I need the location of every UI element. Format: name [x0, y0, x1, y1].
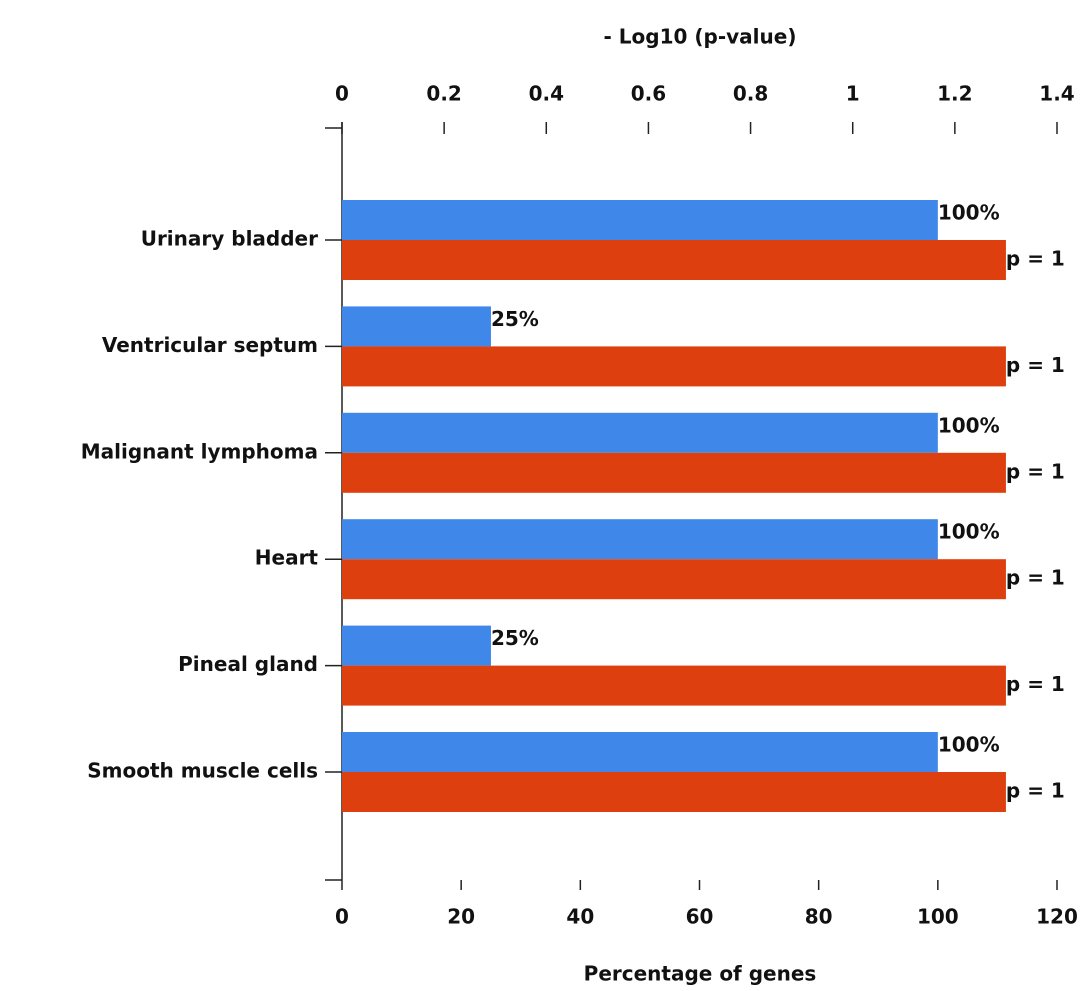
category-label: Smooth muscle cells: [87, 759, 318, 783]
value-label: 25%: [491, 626, 539, 650]
value-label: p = 1: [1006, 672, 1065, 696]
bar: [342, 346, 1006, 387]
value-label: p = 1: [1006, 566, 1065, 590]
value-label: p = 1: [1006, 353, 1065, 377]
top-tick-label: 0.2: [426, 82, 461, 106]
bar: [342, 412, 938, 453]
bottom-tick-label: 120: [1036, 905, 1078, 929]
bar: [342, 306, 491, 347]
top-tick-label: 1.2: [937, 82, 972, 106]
top-tick-label: 0: [335, 82, 349, 106]
bar: [342, 240, 1006, 280]
bottom-tick-label: 20: [447, 905, 475, 929]
bar: [342, 625, 491, 666]
value-label: p = 1: [1006, 459, 1065, 483]
bottom-axis-title: Percentage of genes: [584, 962, 817, 986]
value-label: p = 1: [1006, 779, 1065, 803]
value-label: 25%: [491, 307, 539, 331]
bottom-tick-label: 100: [917, 905, 959, 929]
bar: [342, 732, 938, 772]
category-label: Heart: [255, 546, 319, 570]
top-tick-label: 0.6: [631, 82, 666, 106]
value-label: 100%: [938, 201, 1000, 225]
top-tick-label: 1: [846, 82, 860, 106]
value-label: p = 1: [1006, 247, 1065, 271]
bottom-tick-label: 40: [566, 905, 594, 929]
value-label: 100%: [938, 733, 1000, 757]
category-label: Malignant lymphoma: [81, 439, 318, 463]
value-label: 100%: [938, 413, 1000, 437]
bar: [342, 665, 1006, 706]
top-axis-title: - Log10 (p-value): [604, 25, 797, 49]
bottom-tick-label: 0: [335, 905, 349, 929]
bar: [342, 452, 1006, 493]
bar: [342, 200, 938, 240]
bottom-tick-label: 80: [805, 905, 833, 929]
category-label: Pineal gland: [178, 652, 318, 676]
category-label: Urinary bladder: [141, 227, 318, 251]
top-tick-label: 0.4: [529, 82, 564, 106]
top-tick-label: 0.8: [733, 82, 768, 106]
top-tick-label: 1.4: [1039, 82, 1074, 106]
value-label: 100%: [938, 520, 1000, 544]
bottom-tick-label: 60: [686, 905, 714, 929]
bar: [342, 559, 1006, 600]
category-label: Ventricular septum: [102, 333, 318, 357]
bar: [342, 519, 938, 560]
bar: [342, 772, 1006, 812]
